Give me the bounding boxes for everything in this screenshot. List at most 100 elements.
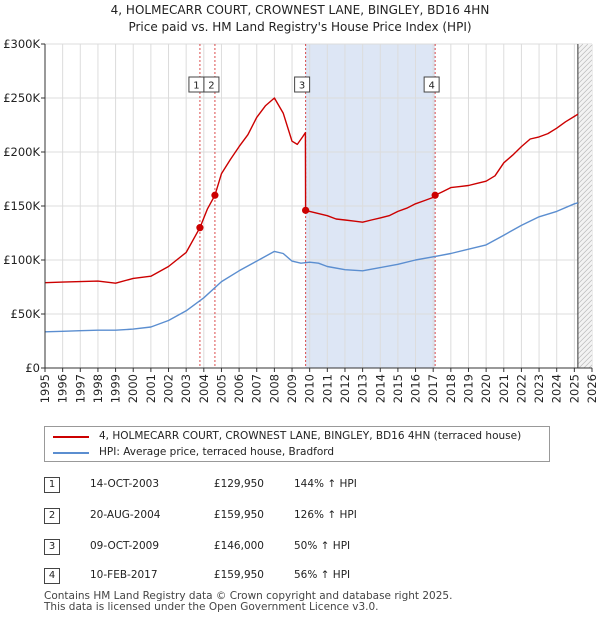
forecast-hatch xyxy=(583,359,593,369)
transaction-price: £129,950 xyxy=(213,478,264,490)
forecast-hatch xyxy=(577,349,593,365)
y-tick-label: £300K xyxy=(3,37,40,51)
forecast-hatch xyxy=(577,334,593,350)
forecast-hatch xyxy=(577,89,593,105)
x-tick-label: 2019 xyxy=(461,374,475,403)
forecast-hatch xyxy=(578,354,593,369)
annotation-box xyxy=(294,76,311,93)
forecast-hatch xyxy=(577,254,593,270)
forecast-hatch xyxy=(577,69,593,85)
forecast-hatch xyxy=(577,119,593,135)
forecast-hatch xyxy=(577,199,593,215)
x-tick-label: 2008 xyxy=(267,374,281,403)
annotation-box xyxy=(203,76,220,93)
y-tick-label: £0 xyxy=(25,361,40,375)
forecast-hatch xyxy=(577,79,593,95)
x-tick-label: 2007 xyxy=(250,374,264,403)
forecast-hatch xyxy=(577,84,593,100)
footer-copyright: Contains HM Land Registry data © Crown c… xyxy=(44,590,453,602)
forecast-hatch xyxy=(577,229,593,245)
y-tick-label: £250K xyxy=(3,91,40,105)
forecast-hatch xyxy=(577,64,593,80)
forecast-hatch xyxy=(577,124,593,140)
forecast-hatch xyxy=(577,49,593,65)
x-tick-label: 2012 xyxy=(338,374,352,403)
annotation-box xyxy=(423,76,440,93)
forecast-hatch xyxy=(577,324,593,340)
table-row: 4 10-FEB-2017 £159,950 56% ↑ HPI xyxy=(0,568,600,586)
forecast-hatch xyxy=(577,329,593,345)
forecast-hatch xyxy=(577,279,593,295)
hpi-line xyxy=(44,202,579,333)
forecast-hatch xyxy=(577,309,593,325)
y-tick-label: £50K xyxy=(11,307,41,321)
forecast-hatch xyxy=(577,139,593,155)
forecast-hatch xyxy=(577,43,584,50)
x-tick-label: 2018 xyxy=(444,374,458,403)
x-tick-label: 2021 xyxy=(497,374,511,403)
x-tick-label: 2014 xyxy=(373,374,387,403)
x-tick-label: 2010 xyxy=(303,374,317,403)
chart-subtitle: Price paid vs. HM Land Registry's House … xyxy=(128,20,472,34)
forecast-hatch xyxy=(577,164,593,180)
table-row: 2 20-AUG-2004 £159,950 126% ↑ HPI xyxy=(0,508,600,526)
forecast-hatch xyxy=(577,344,593,360)
legend-label-hpi: HPI: Average price, terraced house, Brad… xyxy=(99,446,335,458)
transaction-number: 1 xyxy=(44,477,60,493)
annotation-label: 2 xyxy=(208,81,214,92)
sale-point xyxy=(196,224,204,232)
forecast-hatch xyxy=(577,134,593,150)
x-tick-label: 2024 xyxy=(550,374,564,403)
forecast-hatch xyxy=(577,59,593,75)
x-tick-label: 2011 xyxy=(320,374,334,403)
transaction-date: 10-FEB-2017 xyxy=(90,569,158,581)
x-tick-label: 2025 xyxy=(567,374,581,403)
x-tick-label: 1998 xyxy=(91,374,105,403)
transaction-date: 09-OCT-2009 xyxy=(90,540,159,552)
forecast-hatch xyxy=(577,319,593,335)
transaction-price: £159,950 xyxy=(213,569,264,581)
x-tick-label: 2001 xyxy=(144,374,158,403)
forecast-hatch xyxy=(577,244,593,260)
annotation-label: 4 xyxy=(428,81,434,92)
chart-title: 4, HOLMECARR COURT, CROWNEST LANE, BINGL… xyxy=(110,3,490,17)
transaction-number: 3 xyxy=(44,539,60,555)
y-tick-label: £100K xyxy=(3,253,40,267)
forecast-hatch xyxy=(577,269,593,285)
x-tick-label: 2006 xyxy=(232,374,246,403)
y-tick-label: £150K xyxy=(3,199,40,213)
forecast-hatch xyxy=(577,114,593,130)
y-tick-label: £200K xyxy=(3,145,40,159)
transaction-hpi: 126% ↑ HPI xyxy=(294,509,357,521)
forecast-hatch xyxy=(577,339,593,355)
forecast-hatch xyxy=(577,149,593,165)
x-tick-label: 2017 xyxy=(426,374,440,403)
property-price-line xyxy=(44,97,579,284)
forecast-hatch xyxy=(577,304,593,320)
legend-swatch-hpi xyxy=(53,452,89,454)
x-tick-label: 1999 xyxy=(109,374,123,403)
transaction-hpi: 50% ↑ HPI xyxy=(294,540,351,552)
footer-license: This data is licensed under the Open Gov… xyxy=(44,601,379,613)
forecast-hatch xyxy=(577,184,593,200)
x-tick-label: 2009 xyxy=(285,374,299,403)
forecast-hatch xyxy=(577,299,593,315)
forecast-hatch xyxy=(577,129,593,145)
forecast-hatch xyxy=(577,179,593,195)
forecast-hatch xyxy=(577,204,593,220)
transaction-hpi: 56% ↑ HPI xyxy=(294,569,351,581)
forecast-hatch xyxy=(577,189,593,205)
transaction-date: 20-AUG-2004 xyxy=(90,509,161,521)
x-tick-label: 2003 xyxy=(179,374,193,403)
forecast-hatch xyxy=(577,104,593,120)
forecast-hatch xyxy=(577,294,593,310)
forecast-hatch xyxy=(577,94,593,110)
x-tick-label: 2022 xyxy=(514,374,528,403)
legend-label-property: 4, HOLMECARR COURT, CROWNEST LANE, BINGL… xyxy=(99,430,522,442)
x-tick-label: 2016 xyxy=(409,374,423,403)
x-tick-label: 2026 xyxy=(585,374,599,403)
x-tick-label: 2004 xyxy=(197,374,211,403)
forecast-hatch xyxy=(577,44,593,60)
x-tick-label: 1995 xyxy=(38,374,52,403)
